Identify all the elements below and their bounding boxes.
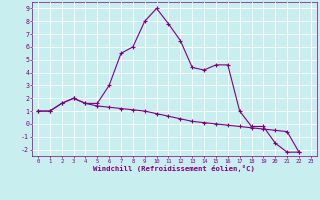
X-axis label: Windchill (Refroidissement éolien,°C): Windchill (Refroidissement éolien,°C)	[93, 165, 255, 172]
